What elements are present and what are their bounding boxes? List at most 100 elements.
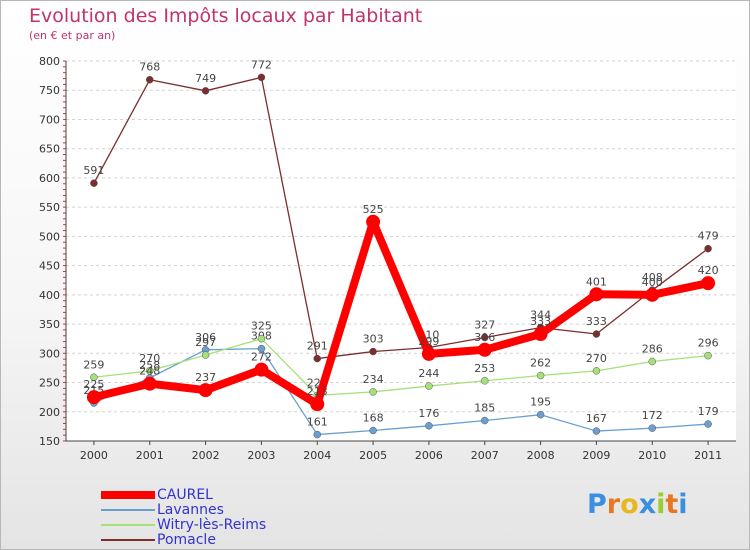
x-tick-label: 2006 <box>415 449 443 462</box>
logo-letter: r <box>606 489 621 520</box>
logo-letter: x <box>638 489 657 520</box>
logo-letter: i <box>656 489 666 520</box>
data-label-witry-l-s-reims: 270 <box>586 352 607 365</box>
x-tick-label: 2005 <box>359 449 387 462</box>
data-label-caurel: 248 <box>139 365 160 378</box>
x-tick-label: 2011 <box>694 449 722 462</box>
data-point-caurel <box>421 346 436 361</box>
data-label-caurel: 420 <box>698 264 719 277</box>
x-tick-label: 2010 <box>638 449 666 462</box>
y-tick-label: 650 <box>39 143 60 156</box>
data-label-caurel: 225 <box>83 378 104 391</box>
logo-letter: t <box>665 489 679 520</box>
data-point-lavannes <box>425 422 433 430</box>
data-label-pomacle: 591 <box>83 164 104 177</box>
x-tick-label: 2000 <box>80 449 108 462</box>
data-label-pomacle: 772 <box>251 58 272 71</box>
data-point-caurel <box>589 287 604 302</box>
data-label-witry-l-s-reims: 262 <box>530 357 551 370</box>
legend-item-lavannes: Lavannes <box>101 501 224 518</box>
x-tick-label: 2009 <box>582 449 610 462</box>
data-label-lavannes: 161 <box>307 416 328 429</box>
data-label-witry-l-s-reims: 296 <box>698 337 719 350</box>
data-label-witry-l-s-reims: 244 <box>418 367 439 380</box>
data-point-pomacle <box>313 354 321 363</box>
y-tick-label: 150 <box>39 435 60 448</box>
data-label-witry-l-s-reims: 259 <box>83 358 104 371</box>
data-point-caurel <box>533 327 548 342</box>
legend-item-pomacle: Pomacle <box>101 531 216 548</box>
y-tick-label: 800 <box>39 55 60 68</box>
y-tick-label: 250 <box>39 377 60 390</box>
data-label-pomacle: 749 <box>195 72 216 85</box>
data-point-pomacle <box>704 244 712 253</box>
data-point-lavannes <box>592 427 601 435</box>
logo-letter: o <box>620 489 639 520</box>
chart-title: Evolution des Impôts locaux par Habitant <box>29 5 423 27</box>
data-point-lavannes <box>704 420 712 428</box>
data-label-pomacle: 333 <box>586 315 607 328</box>
legend-swatch <box>101 490 155 499</box>
data-label-pomacle: 344 <box>530 309 551 322</box>
data-point-witry-l-s-reims <box>704 351 712 360</box>
data-point-witry-l-s-reims <box>648 357 656 366</box>
data-label-witry-l-s-reims: 270 <box>139 352 160 365</box>
data-label-witry-l-s-reims: 253 <box>474 362 495 375</box>
data-point-caurel <box>366 214 381 229</box>
data-point-pomacle <box>369 347 377 356</box>
data-point-caurel <box>198 383 213 398</box>
data-point-pomacle <box>146 75 154 84</box>
series-line-caurel <box>89 217 713 409</box>
chart-subtitle: (en € et par an) <box>29 29 116 42</box>
data-point-caurel <box>701 276 716 291</box>
x-tick-label: 2001 <box>136 449 164 462</box>
data-label-lavannes: 306 <box>195 331 216 344</box>
data-point-pomacle <box>201 87 210 95</box>
series-line-pomacle <box>93 76 709 360</box>
data-label-pomacle: 408 <box>642 271 663 284</box>
data-point-pomacle <box>90 179 98 187</box>
y-tick-label: 450 <box>39 260 60 273</box>
y-tick-label: 300 <box>39 347 60 360</box>
legend-swatch <box>101 523 155 526</box>
y-tick-label: 550 <box>39 201 60 214</box>
data-point-witry-l-s-reims <box>257 334 266 343</box>
logo-letter: P <box>587 489 607 520</box>
legend-label: Lavannes <box>157 501 224 518</box>
data-point-pomacle <box>481 333 489 342</box>
data-label-lavannes: 176 <box>418 407 439 420</box>
data-point-lavannes <box>257 344 266 353</box>
y-tick-label: 500 <box>39 230 60 243</box>
plot-area <box>66 61 736 441</box>
data-point-witry-l-s-reims <box>481 377 489 385</box>
data-label-caurel: 525 <box>363 203 384 216</box>
data-label-pomacle: 479 <box>698 230 719 243</box>
data-label-lavannes: 172 <box>642 409 663 422</box>
y-tick-label: 750 <box>39 84 60 97</box>
data-point-caurel <box>254 362 269 377</box>
data-point-caurel <box>645 287 660 302</box>
y-tick-label: 600 <box>39 172 60 185</box>
data-point-witry-l-s-reims <box>146 367 154 375</box>
data-point-pomacle <box>257 73 266 82</box>
x-tick-label: 2004 <box>303 449 331 462</box>
proxiti-logo: Proxiti <box>587 489 688 520</box>
legend-label: Witry-lès-Reims <box>157 516 267 533</box>
y-tick-label: 200 <box>39 406 60 419</box>
data-point-lavannes <box>481 416 489 425</box>
data-point-lavannes <box>648 424 656 432</box>
x-tick-label: 2008 <box>527 449 555 462</box>
data-label-pomacle: 768 <box>139 61 160 74</box>
x-tick-label: 2007 <box>471 449 499 462</box>
data-point-lavannes <box>369 426 377 435</box>
series-line-witry-l-s-reims <box>93 338 709 397</box>
x-tick-label: 2002 <box>192 449 220 462</box>
y-tick-label: 400 <box>39 289 60 302</box>
data-label-witry-l-s-reims: 297 <box>195 336 216 349</box>
legend-label: Pomacle <box>157 531 216 548</box>
data-label-lavannes: 179 <box>698 405 719 418</box>
legend-label: CAUREL <box>157 486 213 503</box>
data-label-caurel: 401 <box>586 275 607 288</box>
data-label-lavannes: 258 <box>139 359 160 372</box>
